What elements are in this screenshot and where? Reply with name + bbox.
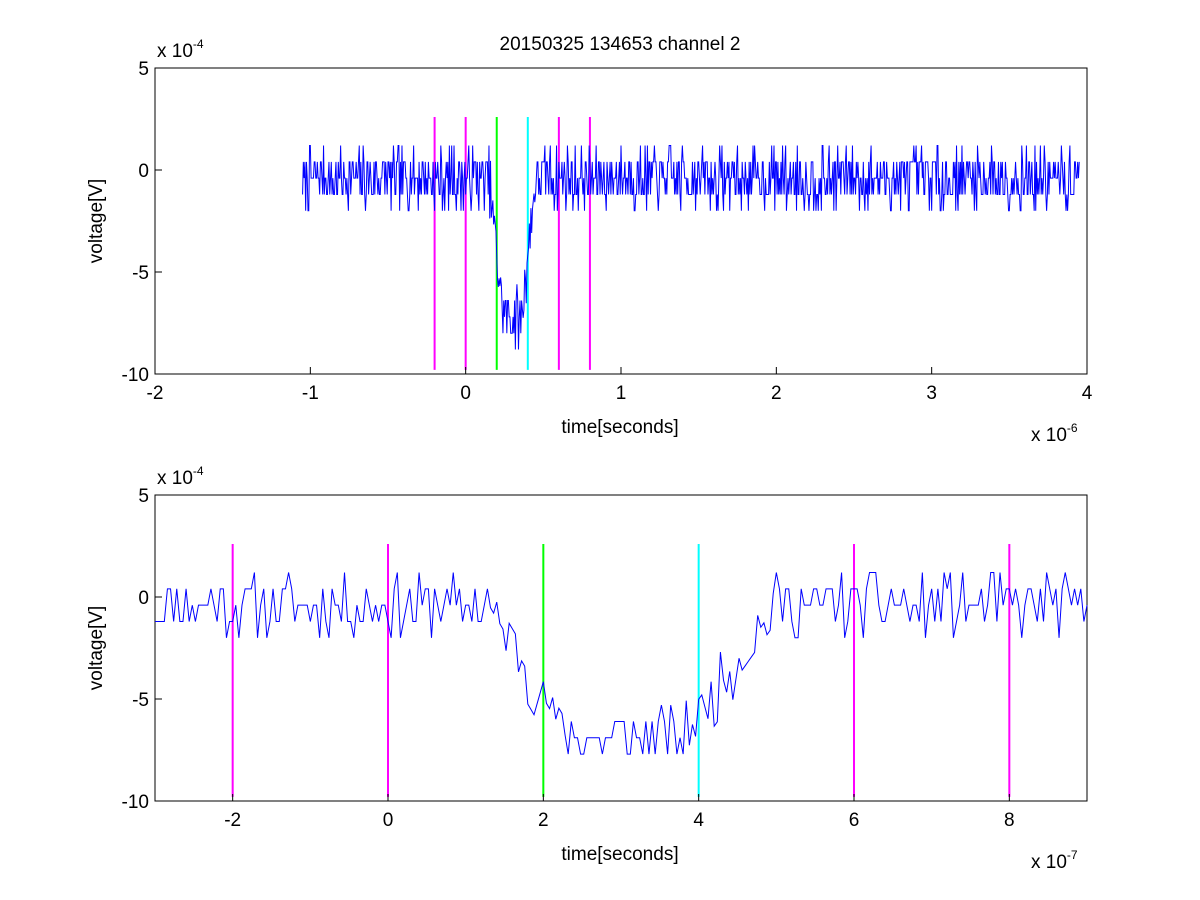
axes-top-y-multiplier-exp: -4 (193, 37, 204, 51)
axes-top-series-line (302, 145, 1080, 350)
axes-bottom-markers (231, 543, 1011, 797)
axes-top-xtick-label-1: -1 (302, 383, 319, 404)
axes-top: -2 -1 0 1 2 3 450-5-10 time[seconds] voltage[V… (86, 37, 1093, 446)
axes-top-xtick-label-0: -2 (147, 383, 164, 404)
axes-top-x-multiplier-exp: -6 (1067, 421, 1078, 435)
axes-top-xtick-label-3: 1 (616, 383, 627, 404)
axes-top-x-multiplier: x 10-6 (1031, 421, 1078, 446)
axes-top-ytick-label-2: -5 (132, 263, 149, 284)
axes-top-ylabel: voltage[V] (86, 179, 107, 264)
axes-top-ytick-label-1: 0 (138, 161, 149, 182)
axes-bottom-y-multiplier-exp: -4 (193, 464, 204, 478)
axes-top-x-multiplier-base: x 10 (1031, 425, 1067, 446)
axes-bottom-series-line (155, 572, 1088, 755)
axes-bottom-ytick-label-2: -5 (132, 690, 149, 711)
axes-top-xtick-label-2: 0 (460, 383, 471, 404)
axes-bottom-ytick-label-3: -10 (122, 792, 149, 813)
axes-bottom-xtick-label-1: 0 (383, 810, 394, 831)
axes-top-xlabel: time[seconds] (561, 417, 678, 438)
axes-bottom-y-multiplier: x 10-4 (157, 464, 204, 489)
axes-bottom-xtick-label-3: 4 (693, 810, 704, 831)
axes-bottom-y-multiplier-base: x 10 (157, 468, 193, 489)
axes-top-y-multiplier-base: x 10 (157, 41, 193, 62)
axes-bottom-ticks: -2 0 2 4 6 8 5 0 -5 -10 (122, 486, 1015, 831)
axes-bottom-xtick-label-4: 6 (849, 810, 860, 831)
axes-bottom: -2 0 2 4 6 850-5-10 time[seconds] voltage[V] … (86, 464, 1088, 873)
axes-top-frame (154, 67, 1088, 375)
axes-bottom-xlabel: time[seconds] (561, 844, 678, 865)
axes-bottom-xtick-label-5: 8 (1004, 810, 1015, 831)
axes-top-xtick-label-5: 3 (926, 383, 937, 404)
axes-top-ytick-label-0: 5 (138, 59, 149, 80)
axes-top-xtick-label-4: 2 (771, 383, 782, 404)
axes-bottom-ytick-label-0: 5 (138, 486, 149, 507)
axes-bottom-ytick-label-1: 0 (138, 588, 149, 609)
axes-bottom-ylabel: voltage[V] (86, 606, 107, 691)
axes-top-xtick-label-6: 4 (1082, 383, 1093, 404)
axes-top-y-multiplier: x 10-4 (157, 37, 204, 62)
axes-bottom-x-multiplier-base: x 10 (1031, 852, 1067, 873)
axes-bottom-frame (154, 494, 1088, 802)
axes-bottom-x-multiplier-exp: -7 (1067, 848, 1078, 862)
axes-bottom-xtick-label-2: 2 (538, 810, 549, 831)
axes-top-ticks: -2 -1 0 1 2 3 450-5-10 (122, 59, 1093, 404)
axes-bottom-xtick-label-0: -2 (224, 810, 241, 831)
axes-bottom-x-multiplier: x 10-7 (1031, 848, 1078, 873)
axes-top-ytick-label-3: -10 (122, 365, 149, 386)
figure-title: 20150325 134653 channel 2 (500, 34, 741, 55)
